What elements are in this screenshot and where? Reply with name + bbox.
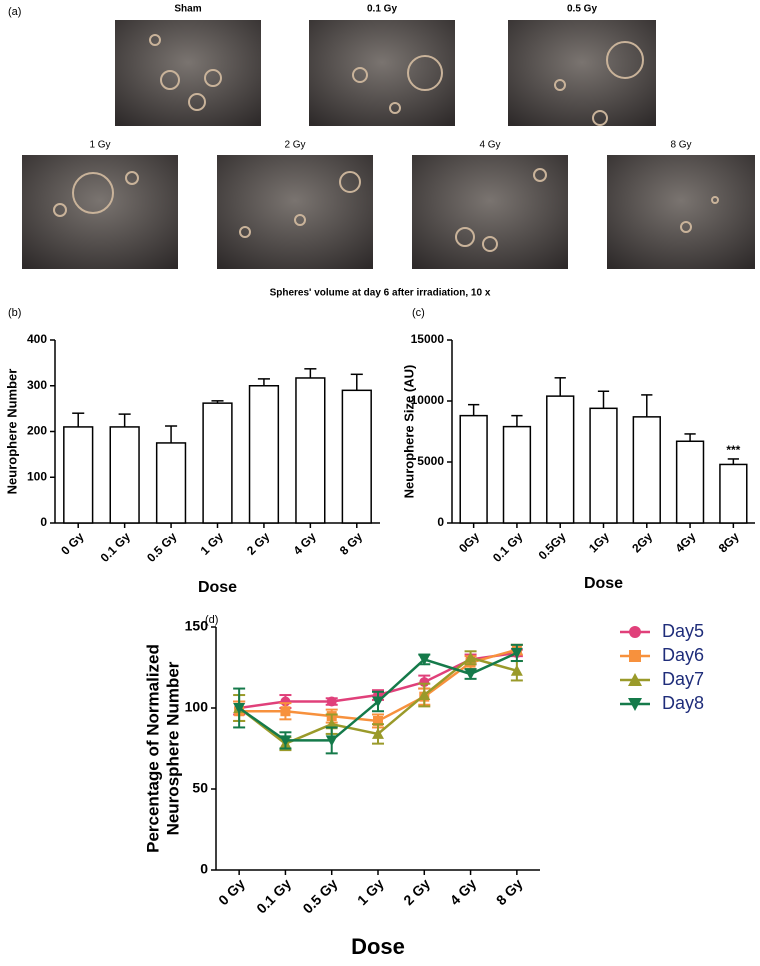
panel-label: (d) [205,614,218,626]
micrograph [508,20,656,126]
bar [589,407,618,524]
marker [325,735,338,747]
marker [418,654,431,666]
x-tick-label: 0.5 Gy [299,875,340,916]
y-tick-label: 15000 [411,332,445,346]
x-tick-label: 0Gy [456,529,482,555]
x-axis-label: Dose [351,934,405,959]
micrograph [115,20,261,126]
x-tick-label: 2Gy [629,529,655,555]
legend-marker [629,626,641,638]
legend-marker [628,698,642,711]
image-label: Sham [174,4,201,15]
y-tick-label: 10000 [411,393,445,407]
bar [502,425,532,524]
y-tick-label: 100 [185,699,209,715]
bar [202,402,233,524]
y-tick-label: 0 [437,515,444,529]
bar [109,426,140,524]
x-tick-label: 1 Gy [354,875,387,908]
marker [418,689,431,701]
legend-label: Day6 [662,645,704,665]
marker [510,664,523,676]
y-tick-label: 400 [27,332,47,346]
x-tick-label: 8Gy [716,529,742,555]
bar [341,389,372,524]
x-tick-label: 1 Gy [198,529,227,558]
y-axis-label: Neurophere Size (AU) [401,365,416,499]
y-axis-label: Neurophere Number [4,369,19,495]
marker [510,647,523,659]
y-axis-label: Neurosphere Number [163,661,182,835]
bar [675,440,705,524]
x-tick-label: 8 Gy [493,875,526,908]
image-label: 0.1 Gy [367,4,397,15]
image-label: 4 Gy [479,140,500,151]
micrograph [309,20,455,126]
y-axis-label: Percentage of Normalized [143,644,162,853]
x-tick-label: 0 Gy [215,875,248,908]
marker [326,696,337,707]
marker [279,735,292,747]
marker [372,696,384,708]
x-tick-label: 0.1 Gy [98,529,134,565]
legend-label: Day8 [662,693,704,713]
x-tick-label: 0 Gy [58,529,87,558]
x-tick-label: 4Gy [672,529,698,555]
x-tick-label: 0.5Gy [536,529,569,562]
marker [372,727,384,739]
y-tick-label: 0 [40,515,47,529]
x-tick-label: 8 Gy [337,529,366,558]
x-tick-label: 4 Gy [447,875,480,908]
y-tick-label: 150 [185,618,209,634]
y-tick-label: 200 [27,424,47,438]
spheres [53,34,719,252]
x-tick-label: 4 Gy [290,529,319,558]
y-tick-label: 0 [200,861,208,877]
legend-marker [629,650,641,662]
image-label: 1 Gy [89,140,110,151]
marker [233,703,246,714]
bar [63,426,94,524]
y-tick-label: 300 [27,378,47,392]
legend-label: Day7 [662,669,704,689]
bar [632,416,661,524]
micrograph [607,155,755,269]
marker [280,706,291,717]
y-tick-label: 100 [27,469,47,483]
image-label: 0.5 Gy [567,4,597,15]
image-label: 8 Gy [670,140,691,151]
bar [248,385,280,524]
y-tick-label: 50 [192,780,208,796]
bar [719,463,748,524]
bar [546,395,575,524]
x-tick-label: 1Gy [586,529,612,555]
bar [155,442,187,524]
x-axis-label: Dose [198,579,237,596]
x-tick-label: 0.1 Gy [490,529,526,565]
legend-marker [628,673,642,686]
panel-label: (a) [8,6,21,18]
marker [464,651,477,663]
x-tick-label: 2 Gy [244,529,273,558]
image-caption: Spheres' volume at day 6 after irradiati… [270,288,491,299]
bar [459,414,488,524]
x-tick-label: 0.5 Gy [144,529,180,565]
x-axis-label: Dose [584,575,623,592]
x-tick-label: 2 Gy [400,875,433,908]
micrograph [217,155,373,269]
x-tick-label: 0.1 Gy [253,875,294,916]
bar [295,377,326,524]
annotation: *** [726,443,740,457]
panel-label: (b) [8,307,21,319]
marker [464,668,477,680]
legend-label: Day5 [662,621,704,641]
panel-label: (c) [412,307,425,319]
y-tick-label: 5000 [417,454,444,468]
image-label: 2 Gy [284,140,305,151]
